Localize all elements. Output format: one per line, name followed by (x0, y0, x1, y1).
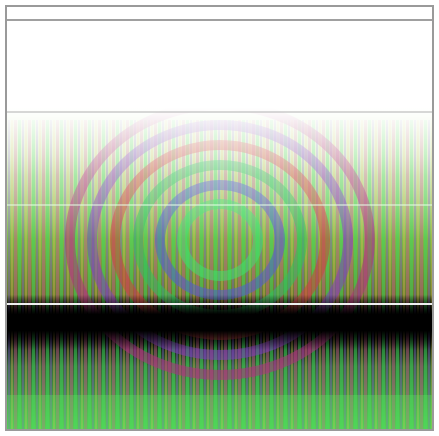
abstract-image (0, 0, 439, 436)
top-fade (6, 6, 433, 430)
image-content (6, 6, 433, 430)
page: (() => { const data = JSON.parse(documen… (0, 0, 439, 436)
bottom-glow (6, 395, 433, 430)
